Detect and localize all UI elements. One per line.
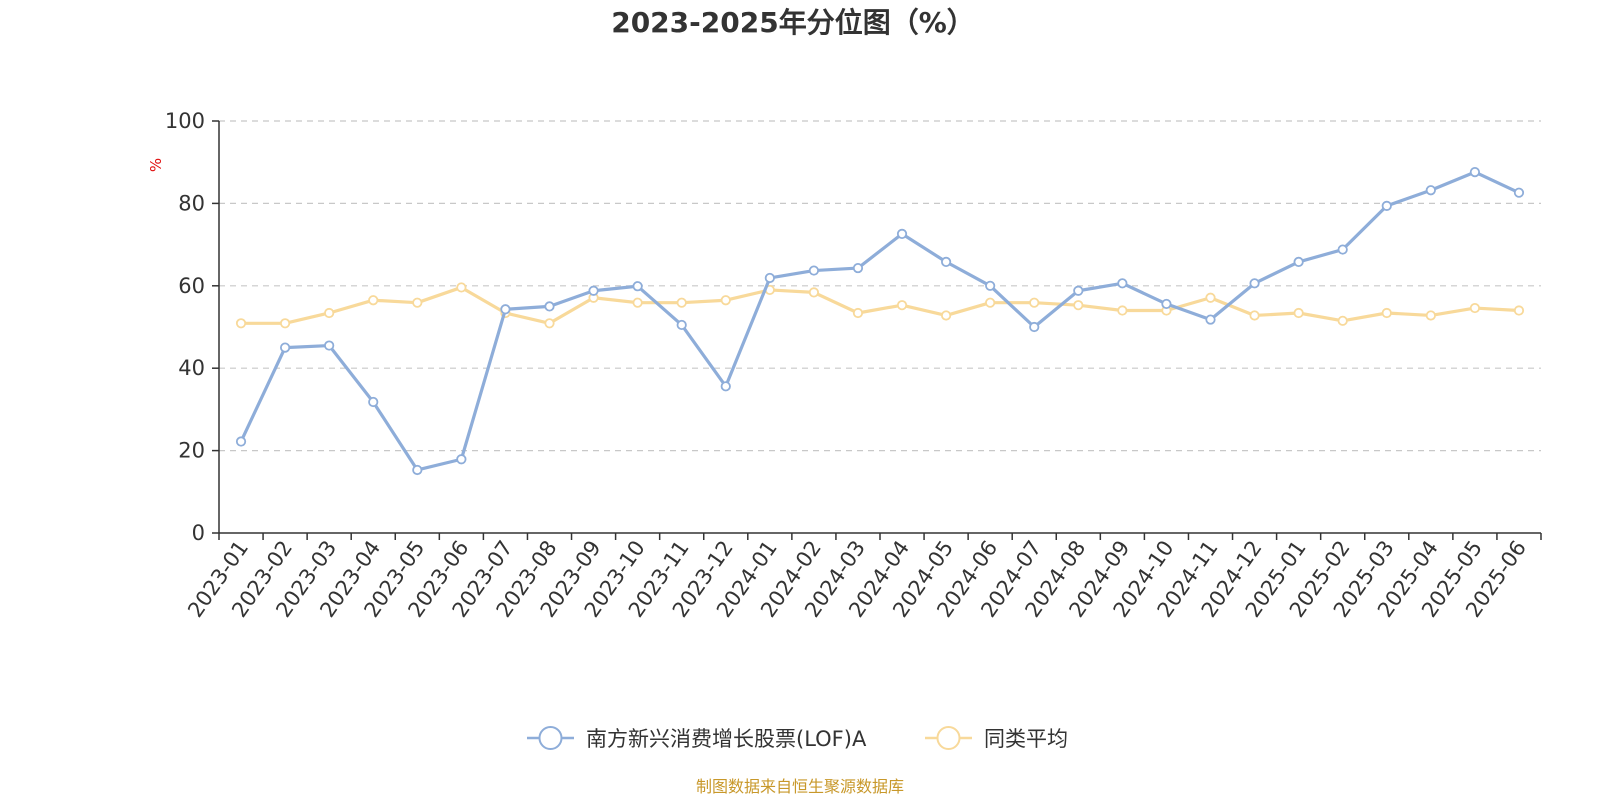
data-point	[720, 295, 731, 306]
data-point	[544, 318, 555, 329]
legend: 南方新兴消费增长股票(LOF)A 同类平均	[527, 726, 1068, 751]
series-category-average	[235, 282, 1525, 329]
data-point	[456, 454, 467, 465]
legend-item[interactable]: 南方新兴消费增长股票(LOF)A	[527, 726, 867, 751]
legend-marker-icon	[936, 726, 961, 750]
data-point	[1469, 302, 1481, 314]
data-point	[456, 282, 467, 293]
data-point	[412, 297, 423, 308]
data-point	[1029, 321, 1040, 333]
data-point	[632, 297, 643, 308]
data-point	[985, 280, 996, 291]
data-point	[940, 256, 952, 268]
data-point	[676, 319, 687, 331]
data-point	[896, 300, 908, 311]
data-point	[764, 272, 775, 284]
data-point	[1425, 185, 1436, 196]
data-point	[1161, 298, 1172, 310]
data-point	[808, 287, 820, 298]
data-point	[500, 304, 511, 315]
series-fund	[235, 166, 1525, 476]
data-point	[1205, 292, 1216, 303]
data-point	[1293, 307, 1304, 319]
data-point	[1249, 278, 1260, 289]
data-point	[235, 318, 247, 329]
chart-title: 2023-2025年分位图（%）	[611, 6, 975, 39]
data-point	[588, 285, 599, 296]
series-line	[241, 285, 1520, 325]
series-line	[239, 170, 1520, 472]
y-axis-unit-label: %	[147, 158, 165, 172]
data-point	[1337, 244, 1348, 255]
source-note: 制图数据来自恒生聚源数据库	[696, 777, 904, 796]
y-tick-label: 60	[178, 274, 205, 298]
data-point	[1381, 307, 1392, 319]
data-point	[1249, 310, 1260, 321]
data-point	[940, 310, 952, 321]
data-point	[1469, 166, 1481, 178]
data-point	[279, 342, 291, 353]
x-axis-ticks: 2023-012023-022023-032023-042023-052023-…	[183, 533, 1542, 622]
data-point	[1293, 256, 1304, 268]
data-point	[412, 464, 423, 476]
data-point	[676, 297, 687, 308]
data-point	[1117, 278, 1128, 289]
data-point	[1513, 305, 1525, 316]
data-point	[852, 262, 864, 274]
y-tick-label: 100	[165, 109, 205, 133]
data-point	[1381, 200, 1392, 211]
data-point	[1073, 285, 1084, 296]
data-point	[235, 436, 247, 447]
data-point	[1073, 300, 1084, 311]
data-point	[368, 295, 379, 306]
data-point	[1029, 297, 1040, 308]
data-point	[1205, 314, 1216, 325]
y-tick-label: 0	[192, 521, 205, 545]
legend-label: 同类平均	[984, 727, 1068, 751]
data-point	[985, 297, 996, 308]
data-point	[896, 228, 908, 239]
y-tick-label: 80	[178, 191, 205, 215]
legend-item[interactable]: 同类平均	[925, 726, 1068, 751]
grid-lines	[219, 120, 1541, 452]
data-point	[1513, 187, 1525, 198]
legend-marker-icon	[538, 726, 563, 750]
data-point	[279, 318, 291, 329]
y-tick-label: 40	[178, 356, 205, 380]
data-point	[368, 396, 379, 408]
data-point	[852, 307, 864, 319]
data-point	[1425, 310, 1436, 321]
legend-label: 南方新兴消费增长股票(LOF)A	[586, 727, 867, 751]
series-layer	[235, 166, 1525, 476]
data-point	[544, 301, 555, 312]
data-point	[1337, 315, 1348, 326]
y-tick-label: 20	[178, 439, 205, 463]
data-point	[720, 381, 731, 392]
data-point	[324, 307, 335, 319]
data-point	[632, 281, 643, 292]
data-point	[808, 265, 820, 276]
y-axis-ticks: 0 20 40 60 80 100	[165, 109, 219, 545]
data-point	[1117, 305, 1128, 316]
data-point	[324, 340, 335, 351]
